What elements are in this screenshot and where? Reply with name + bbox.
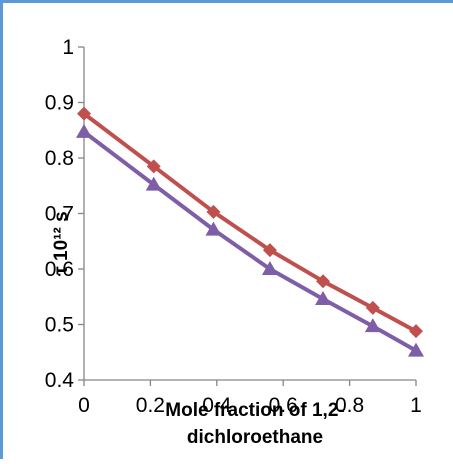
x-tick-label: 0.6 (269, 394, 298, 417)
y-tick-label: 0.7 (45, 203, 74, 226)
series-1-point (409, 324, 423, 339)
series-2-point (364, 318, 381, 333)
series-2-point (76, 123, 92, 138)
line-chart: 0.4 0.5 0.6 0.7 0.8 0.9 1 0 0.2 0.4 0.6 0.8 1 Mole fr… (45, 36, 424, 448)
series-2-point (205, 221, 222, 236)
x-axis-title-line2: dichloroethane (187, 427, 323, 448)
y-tick-label: 0.4 (45, 369, 75, 392)
series-1-point (262, 243, 277, 258)
y-tick-label: 0.6 (45, 258, 74, 281)
y-tick-label: 1 (62, 36, 74, 59)
series-1-line (82, 112, 417, 333)
series-2-point (145, 176, 162, 191)
y-tick-label: 0.5 (45, 314, 74, 337)
series-1-point (365, 300, 380, 315)
series-2-point (261, 261, 278, 275)
series-2-line (82, 130, 417, 353)
series-1-point (146, 159, 161, 174)
x-tick-label: 1 (410, 394, 422, 417)
series-1-point (206, 204, 221, 219)
series-1-point (316, 274, 331, 289)
x-tick-label: 0.4 (202, 394, 232, 417)
x-tick-label: 0.2 (136, 394, 165, 417)
y-axis-title: τ 10¹² s (51, 211, 72, 274)
series-2-point (315, 290, 332, 305)
y-tick-label: 0.9 (45, 92, 74, 115)
series-2-point (408, 342, 424, 357)
series-1-point (77, 106, 91, 121)
x-tick-label: 0 (78, 394, 90, 417)
x-tick-label: 0.8 (335, 394, 364, 417)
x-axis-title-line1: Mole fraction of 1,2- (165, 400, 344, 421)
y-tick-label: 0.8 (45, 147, 74, 170)
